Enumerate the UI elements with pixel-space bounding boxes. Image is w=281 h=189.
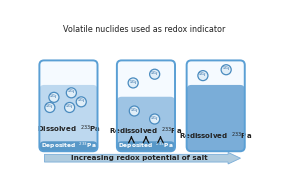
Circle shape [129,106,139,116]
Circle shape [49,92,59,102]
FancyBboxPatch shape [187,85,245,151]
Circle shape [45,102,55,112]
Text: $^{131}$I: $^{131}$I [222,65,231,74]
Text: $^{131}$I: $^{131}$I [198,71,207,80]
FancyBboxPatch shape [39,60,98,151]
Text: $^{131}$I: $^{131}$I [67,88,76,98]
Circle shape [221,65,231,75]
Circle shape [128,78,138,88]
Text: $^{131}$I: $^{131}$I [49,93,58,102]
Text: $^{131}$I: $^{131}$I [45,103,55,112]
FancyBboxPatch shape [117,97,175,151]
Circle shape [76,97,86,107]
Circle shape [149,69,160,79]
FancyBboxPatch shape [117,141,175,151]
Text: $^{131}$I: $^{131}$I [130,106,139,116]
Circle shape [198,71,208,81]
FancyBboxPatch shape [117,60,175,151]
Text: Dissolved  $^{233}$Pa: Dissolved $^{233}$Pa [37,123,100,135]
Circle shape [149,114,160,124]
Circle shape [65,102,75,112]
Text: Deposited  $^{233}$Pa: Deposited $^{233}$Pa [41,141,96,151]
Text: $^{131}$I: $^{131}$I [65,103,74,112]
Text: Redissolved  $^{233}$Pa: Redissolved $^{233}$Pa [109,126,183,137]
Text: Volatile nuclides used as redox indicator: Volatile nuclides used as redox indicato… [63,25,226,34]
FancyArrow shape [44,152,241,164]
Text: $^{131}$I: $^{131}$I [150,114,159,124]
Text: Increasing redox potential of salt: Increasing redox potential of salt [71,155,208,161]
Circle shape [66,88,76,98]
Text: Redissolved  $^{233}$Pa: Redissolved $^{233}$Pa [179,131,252,142]
Text: $^{131}$I: $^{131}$I [150,70,159,79]
Text: Deposited  $^{233}$Pa: Deposited $^{233}$Pa [118,141,174,151]
Text: $^{131}$I: $^{131}$I [77,97,86,106]
FancyBboxPatch shape [187,60,245,151]
FancyBboxPatch shape [39,85,98,151]
FancyBboxPatch shape [39,141,98,151]
Text: $^{131}$I: $^{131}$I [129,78,138,88]
